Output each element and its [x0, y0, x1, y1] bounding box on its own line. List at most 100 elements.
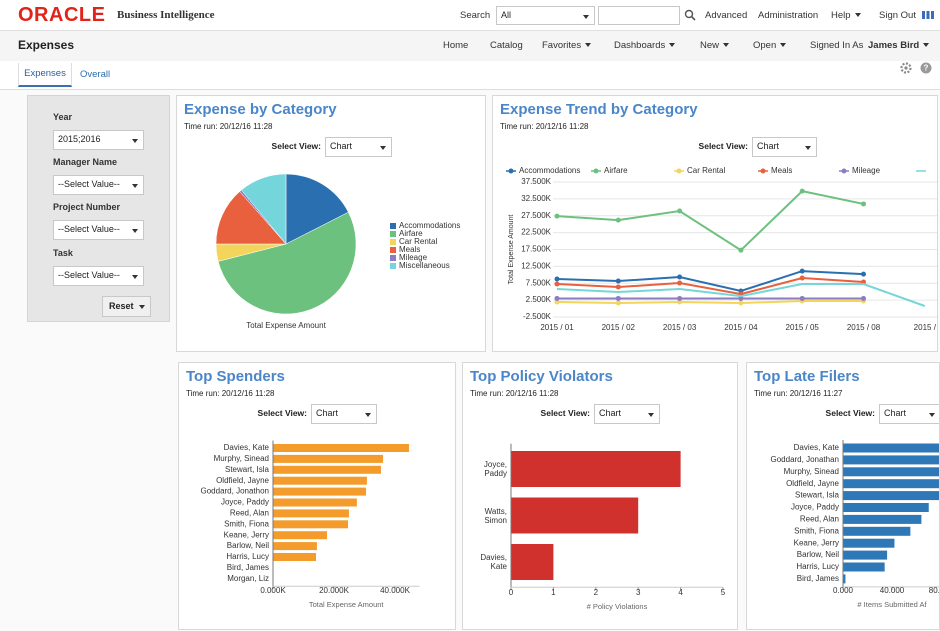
reset-button[interactable]: Reset	[102, 296, 151, 317]
bar	[843, 491, 939, 501]
bar	[843, 455, 939, 465]
select-view[interactable]: Chart	[879, 404, 939, 424]
nav-item[interactable]: Dashboards	[614, 40, 676, 51]
y-tick-label: Oldfield, Jayne	[786, 479, 839, 488]
y-tick-label: Joyce, Paddy	[221, 498, 269, 507]
svg-text:?: ?	[924, 64, 929, 73]
series-line	[556, 190, 864, 252]
y-tick-label: Goddard, Jonathon	[201, 487, 270, 496]
select-view-label: Select View:	[257, 408, 307, 418]
legend-marker	[760, 168, 766, 174]
legend-swatch	[390, 239, 396, 245]
caret	[929, 413, 935, 417]
x-tick-label: 20.000K	[319, 586, 349, 595]
toolbar-icons[interactable]: ?	[900, 61, 934, 75]
nav-item[interactable]: Catalog	[490, 40, 523, 51]
nav-item[interactable]: Home	[443, 40, 469, 51]
legend-label: Car Rental	[687, 166, 725, 175]
nav-bar: Expenses Home Catalog Favorites Dashboar…	[0, 31, 940, 61]
y-tick-label: 22.500K	[521, 228, 551, 237]
chart-panel: 0 1 2 3 4 5 # Policy Violations Top Policy Viol…	[462, 362, 738, 630]
nav-item[interactable]: New	[700, 40, 730, 51]
prompt-label: Manager Name	[53, 157, 118, 167]
user-menu[interactable]: James Bird	[868, 40, 930, 51]
nav-item[interactable]: Open	[753, 40, 787, 51]
chart-title: Top Spenders	[186, 368, 285, 385]
point	[738, 300, 744, 306]
prompt-select[interactable]: --Select Value--	[53, 175, 144, 195]
chart-title: Top Policy Violators	[470, 368, 613, 385]
search-input[interactable]	[598, 6, 680, 25]
legend-label: Meals	[399, 245, 420, 254]
x-tick-label: 0.000	[833, 586, 854, 595]
select-view[interactable]: Chart	[594, 404, 660, 424]
nav-item[interactable]: Favorites	[542, 40, 592, 51]
axis-title: # Items Submitted Af	[857, 600, 927, 609]
bar	[273, 498, 357, 507]
tab[interactable]: Overall	[80, 69, 111, 80]
chart-title: Expense by Category	[184, 101, 337, 118]
bar	[843, 574, 846, 584]
point	[554, 299, 560, 305]
header-bar: ORACLE Business Intelligence Search All …	[0, 0, 940, 31]
caret	[583, 15, 589, 19]
prompt-value: 2015;2016	[58, 134, 101, 144]
legend-swatch	[390, 247, 396, 253]
select-view[interactable]: Chart	[325, 137, 392, 157]
bar	[273, 553, 317, 561]
x-tick-label: 3	[636, 588, 641, 597]
x-tick-label: 2	[594, 588, 599, 597]
pie-slice	[241, 173, 287, 245]
legend-marker	[508, 168, 514, 174]
x-tick-label: 5	[721, 588, 726, 597]
legend-swatch	[390, 255, 396, 261]
select-view-value: Chart	[757, 141, 780, 151]
signed-in-label: Signed In As	[810, 40, 864, 51]
search-icon[interactable]	[684, 9, 696, 21]
link[interactable]: Help	[831, 10, 861, 21]
bar	[843, 503, 929, 512]
bar	[511, 497, 639, 534]
x-tick-label: 40.000	[880, 586, 905, 595]
prompt-label: Task	[53, 248, 73, 258]
legend-swatch	[390, 263, 396, 269]
point	[677, 295, 683, 301]
y-tick-label: 32.500K	[521, 194, 551, 203]
y-tick-label: Barlow, Neil	[797, 550, 839, 559]
search-scope[interactable]: All	[496, 6, 595, 25]
x-tick-label: 0.000K	[260, 586, 286, 595]
prompt-select[interactable]: --Select Value--	[53, 266, 144, 286]
x-tick-label: 2015 / 02	[602, 323, 636, 332]
point	[799, 275, 805, 281]
y-tick-label: Reed, Alan	[230, 509, 269, 518]
x-tick-label: 40.000K	[380, 586, 410, 595]
y-tick-label: Morgan, Liz	[227, 574, 269, 583]
y-tick-label: Murphy, Sinead	[784, 467, 839, 476]
axis-title: Total Expense Amount	[508, 215, 515, 285]
link[interactable]: Advanced	[705, 10, 748, 21]
point	[799, 188, 805, 194]
select-view[interactable]: Chart	[752, 137, 817, 157]
bar	[273, 465, 381, 474]
prompt-select[interactable]: 2015;2016	[53, 130, 144, 150]
bar	[843, 514, 922, 524]
bar	[843, 467, 939, 477]
y-tick-label: Davies, Kate	[224, 443, 270, 452]
apps-icon[interactable]	[922, 10, 934, 20]
select-view[interactable]: Chart	[311, 404, 377, 424]
prompt-select[interactable]: --Select Value--	[53, 220, 144, 240]
nav-text: Open	[753, 40, 777, 51]
tab-active[interactable]: Expenses	[18, 63, 72, 87]
nav-text: Favorites	[542, 40, 582, 51]
bar	[843, 479, 939, 489]
search-label: Search	[460, 10, 491, 21]
legend-label: Mileage	[399, 253, 428, 262]
link[interactable]: Sign Out	[879, 10, 916, 21]
caret	[132, 229, 138, 233]
chart-panel: Accommodations Airfare Car Rental Meals Mile…	[176, 95, 486, 352]
legend-label: Car Rental	[399, 237, 437, 246]
link[interactable]: Administration	[758, 10, 819, 21]
x-tick-label: 2015 /	[914, 323, 937, 332]
select-view-label: Select View:	[540, 408, 590, 418]
